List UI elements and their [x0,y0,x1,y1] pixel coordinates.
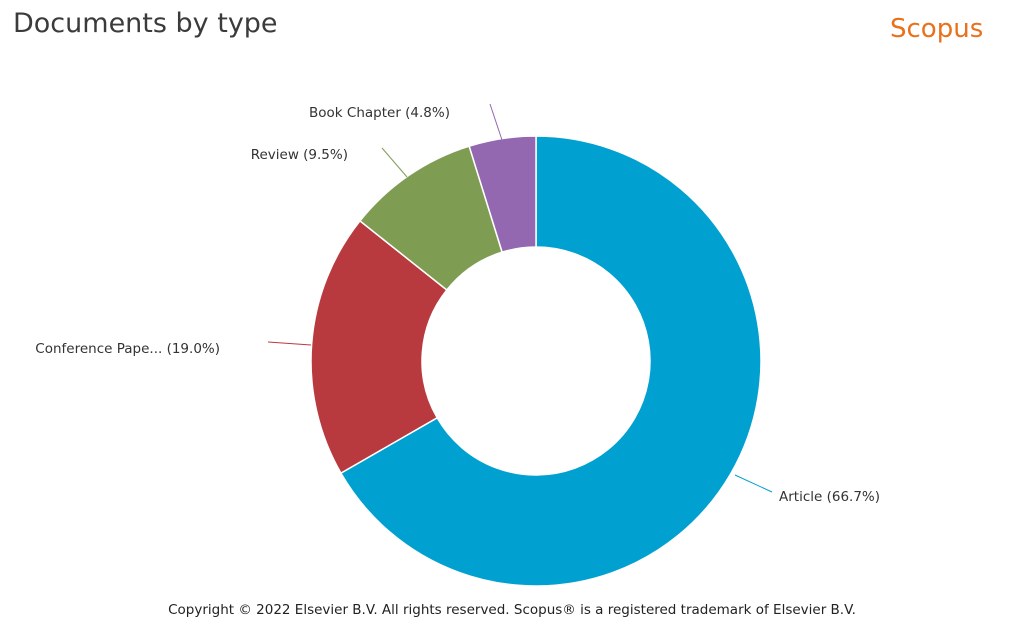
donut-slice-3[interactable] [468,135,537,254]
slice-label-1: Conference Pape... (19.0%) [35,341,220,357]
slice-label-3: Book Chapter (4.8%) [309,105,450,121]
slice-label-2: Review (9.5%) [251,147,348,163]
slice-connector-2 [381,147,408,178]
slice-connector-3 [489,103,503,141]
donut-slice-1[interactable] [310,219,448,475]
chart-title: Documents by type [13,8,278,39]
slice-connector-0 [734,474,773,493]
slice-connector-1 [267,341,312,346]
copyright-notice: Copyright © 2022 Elsevier B.V. All right… [168,602,856,618]
scopus-logo[interactable]: Scopus [890,14,984,44]
donut-slice-0[interactable] [339,135,762,587]
donut-chart: Article (66.7%) Conference Pape... (19.0%… [35,103,880,587]
slice-label-0: Article (66.7%) [779,489,880,505]
